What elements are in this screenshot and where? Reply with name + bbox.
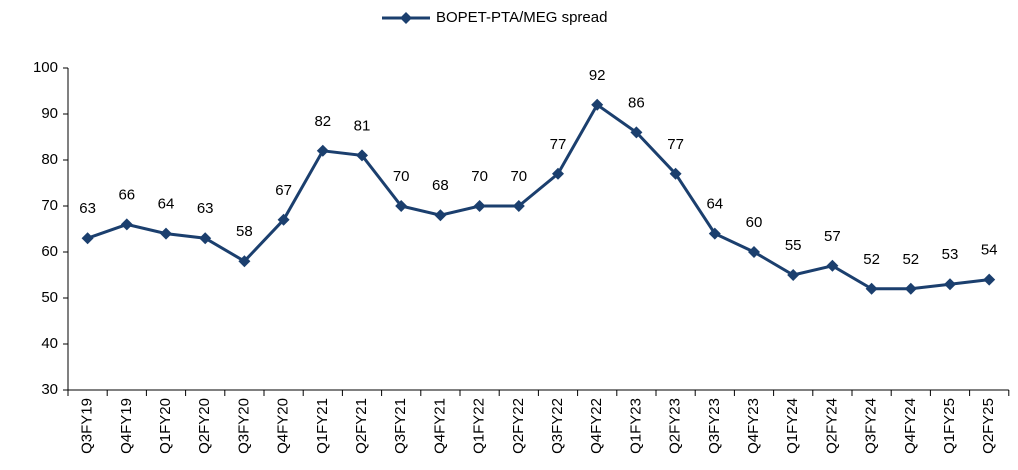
x-tick-label: Q4FY22 bbox=[588, 398, 605, 454]
data-label: 64 bbox=[706, 196, 723, 213]
marker bbox=[512, 200, 525, 212]
line bbox=[87, 102, 990, 291]
data-label: 70 bbox=[471, 168, 488, 185]
data-label: 66 bbox=[118, 186, 135, 203]
x-tick-label: Q3FY19 bbox=[79, 398, 96, 454]
data-label: 67 bbox=[275, 182, 292, 199]
marker bbox=[787, 269, 800, 281]
data-label: 64 bbox=[158, 196, 175, 213]
legend-label: BOPET-PTA/MEG spread bbox=[436, 9, 607, 26]
marker bbox=[944, 278, 956, 291]
data-label: 60 bbox=[746, 214, 763, 231]
marker bbox=[591, 98, 604, 111]
x-tick-label: Q4FY20 bbox=[275, 398, 292, 454]
data-label: 77 bbox=[550, 136, 567, 153]
x-tick-label: Q3FY20 bbox=[235, 398, 252, 454]
marker bbox=[356, 149, 368, 162]
marker bbox=[748, 246, 760, 258]
y-tick-label: 90 bbox=[41, 105, 58, 122]
marker bbox=[238, 255, 251, 268]
x-tick-label: Q1FY23 bbox=[627, 398, 644, 454]
marker bbox=[552, 167, 564, 180]
marker bbox=[865, 282, 878, 295]
marker bbox=[395, 200, 408, 212]
x-tick-label: Q3FY21 bbox=[392, 398, 409, 454]
x-tick-label: Q4FY19 bbox=[118, 398, 135, 454]
data-label: 81 bbox=[354, 117, 371, 134]
x-tick-label: Q3FY23 bbox=[706, 398, 723, 454]
marker bbox=[199, 232, 212, 245]
x-tick-label: Q1FY22 bbox=[471, 398, 488, 454]
x-tick-label: Q3FY24 bbox=[863, 398, 880, 454]
data-label: 77 bbox=[667, 136, 684, 153]
data-label: 54 bbox=[981, 242, 998, 259]
data-label: 70 bbox=[393, 168, 410, 185]
marker bbox=[983, 273, 996, 286]
marker bbox=[473, 200, 486, 212]
data-label: 57 bbox=[824, 228, 841, 245]
data-label: 58 bbox=[236, 223, 253, 240]
data-label: 92 bbox=[589, 67, 606, 84]
x-tick-label: Q1FY20 bbox=[157, 398, 174, 454]
marker bbox=[904, 282, 917, 295]
x-tick-label: Q2FY22 bbox=[510, 398, 527, 454]
data-label: 52 bbox=[902, 251, 919, 268]
data-label: 55 bbox=[785, 237, 802, 254]
marker bbox=[630, 126, 643, 139]
y-tick-label: 50 bbox=[41, 289, 58, 306]
data-label: 53 bbox=[942, 246, 959, 263]
data-label: 82 bbox=[314, 113, 331, 130]
x-tick-label: Q2FY20 bbox=[196, 398, 213, 454]
marker bbox=[708, 227, 721, 240]
x-tick-label: Q2FY25 bbox=[980, 398, 997, 454]
y-tick-label: 30 bbox=[41, 381, 58, 398]
x-tick-label: Q2FY21 bbox=[353, 398, 370, 454]
x-tick-label: Q2FY23 bbox=[667, 398, 684, 454]
y-tick-label: 60 bbox=[41, 243, 58, 260]
y-tick-label: 80 bbox=[41, 151, 58, 168]
x-tick-label: Q3FY22 bbox=[549, 398, 566, 454]
marker bbox=[434, 209, 447, 222]
data-label: 68 bbox=[432, 177, 449, 194]
data-label: 86 bbox=[628, 94, 645, 111]
marker bbox=[81, 232, 94, 245]
data-label: 63 bbox=[79, 200, 96, 217]
data-label: 70 bbox=[510, 168, 527, 185]
data-label: 63 bbox=[197, 200, 214, 217]
y-tick-label: 40 bbox=[41, 335, 58, 352]
x-tick-label: Q1FY24 bbox=[784, 398, 801, 454]
x-tick-label: Q4FY23 bbox=[745, 398, 762, 454]
data-label: 52 bbox=[863, 251, 880, 268]
marker bbox=[120, 218, 133, 231]
marker bbox=[826, 259, 839, 272]
marker bbox=[160, 227, 172, 240]
legend-marker bbox=[400, 12, 412, 24]
y-tick-label: 100 bbox=[33, 59, 58, 76]
y-tick-label: 70 bbox=[41, 197, 58, 214]
x-tick-label: Q4FY24 bbox=[902, 398, 919, 454]
marker bbox=[669, 167, 682, 180]
x-tick-label: Q4FY21 bbox=[431, 398, 448, 454]
x-tick-label: Q1FY25 bbox=[941, 398, 958, 454]
marker bbox=[316, 144, 329, 157]
x-tick-label: Q2FY24 bbox=[823, 398, 840, 454]
x-tick-label: Q1FY21 bbox=[314, 398, 331, 454]
marker bbox=[277, 213, 290, 226]
